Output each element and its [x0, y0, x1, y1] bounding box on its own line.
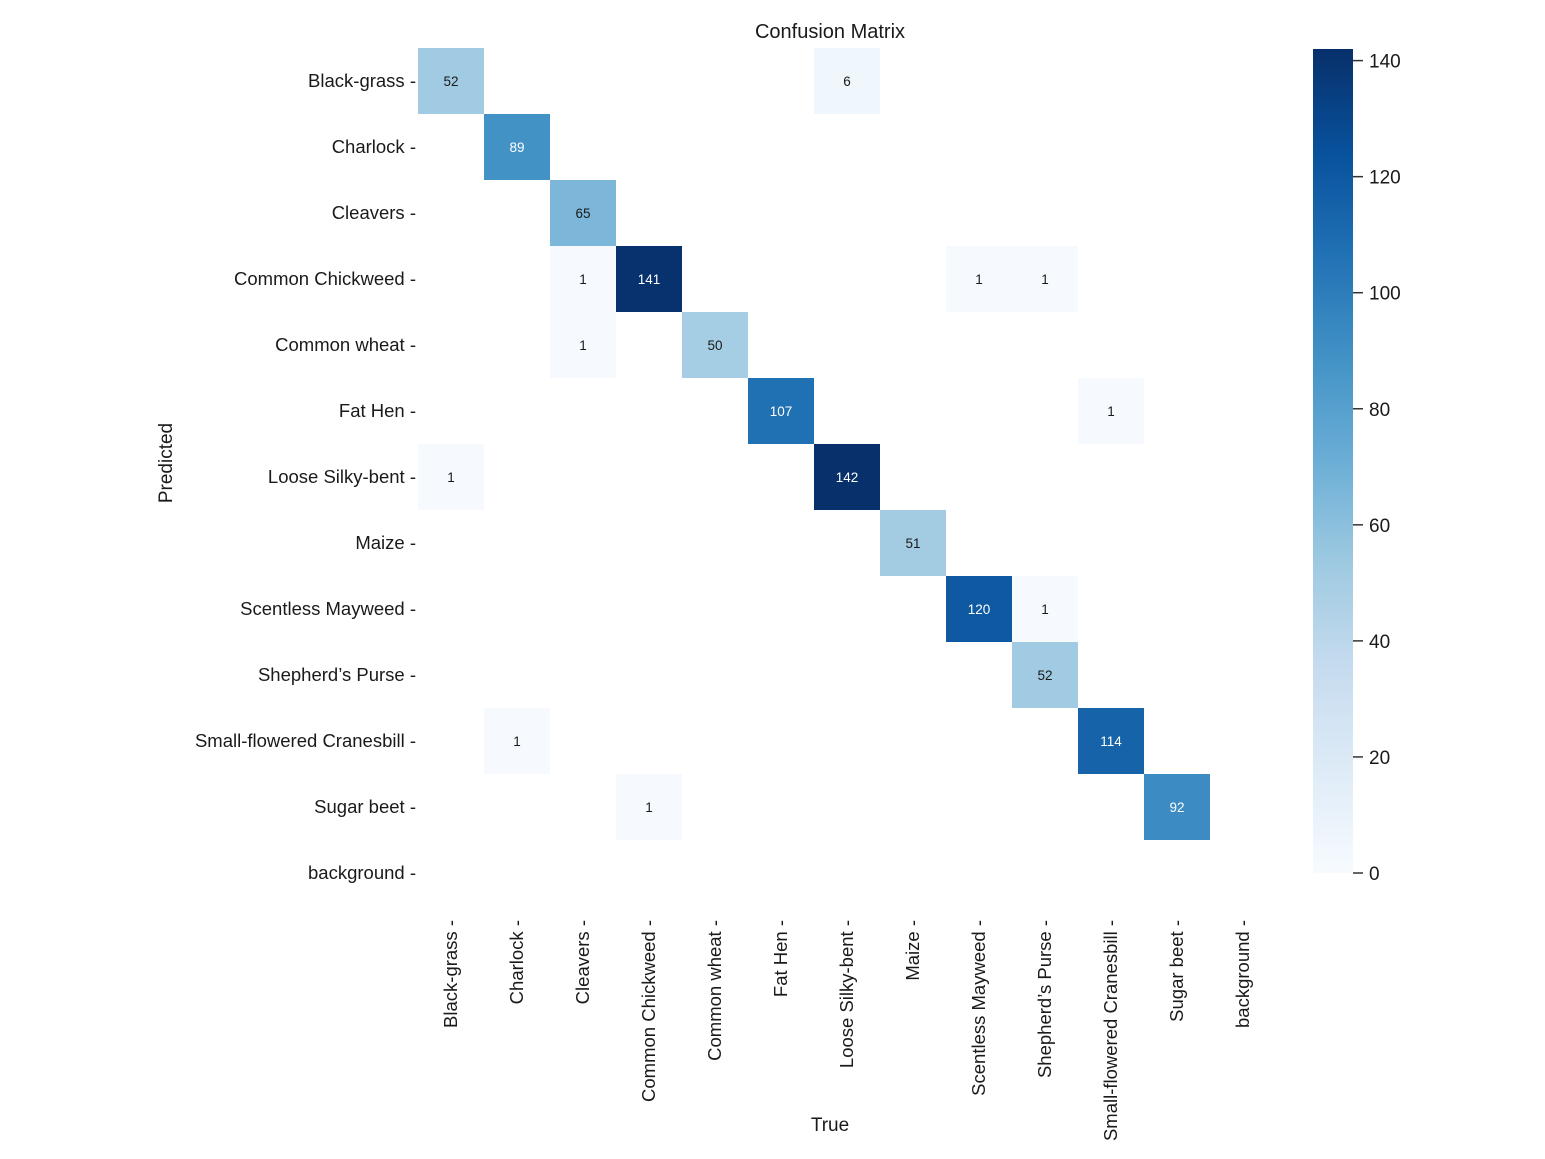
- heatmap-cell: [1012, 576, 1078, 642]
- y-tick-label: Common wheat -: [275, 334, 416, 355]
- y-axis-ticks: Black-grass - Charlock - Cleavers - Common …: [195, 70, 416, 883]
- y-tick-label: Charlock -: [332, 136, 416, 157]
- cell-value-label: 1: [975, 272, 983, 287]
- cell-value-label: 6: [843, 74, 851, 89]
- cell-value-label: 1: [1107, 404, 1115, 419]
- y-tick-label: Sugar beet -: [314, 796, 416, 817]
- y-tick-label: background -: [308, 862, 416, 883]
- heatmap-cell: [550, 312, 616, 378]
- cell-value-label: 89: [509, 140, 524, 155]
- colorbar-tick-label: 20: [1369, 748, 1390, 769]
- colorbar-tick-label: 80: [1369, 400, 1390, 421]
- cell-value-label: 1: [1041, 602, 1049, 617]
- heatmap-cell: [418, 48, 484, 114]
- cell-value-label: 52: [1037, 668, 1052, 683]
- cell-value-label: 52: [443, 74, 458, 89]
- y-axis-title: Predicted: [156, 423, 177, 503]
- cell-value-label: 1: [645, 800, 653, 815]
- heatmap-cell: [814, 48, 880, 114]
- colorbar-tick-label: 100: [1369, 284, 1401, 305]
- colorbar-tick-label: 120: [1369, 168, 1401, 189]
- x-tick-label: Loose Silky-bent -: [836, 920, 857, 1068]
- heatmap-cell: [484, 114, 550, 180]
- heatmap-cell: [814, 444, 880, 510]
- heatmap-cell: [1012, 642, 1078, 708]
- heatmap-cell: [418, 444, 484, 510]
- y-tick-label: Shepherd’s Purse -: [258, 664, 416, 685]
- heatmap-cell: [616, 246, 682, 312]
- cell-value-label: 92: [1169, 800, 1184, 815]
- cell-value-label: 142: [836, 470, 859, 485]
- x-tick-label: Cleavers -: [572, 920, 593, 1004]
- cell-value-label: 1: [513, 734, 521, 749]
- x-tick-label: Common wheat -: [704, 920, 725, 1061]
- heatmap-cell: [748, 378, 814, 444]
- y-tick-label: Black-grass -: [308, 70, 416, 91]
- x-tick-label: Common Chickweed -: [638, 920, 659, 1102]
- y-tick-label: Common Chickweed -: [234, 268, 416, 289]
- cell-value-label: 107: [770, 404, 793, 419]
- heatmap-cell: [946, 246, 1012, 312]
- colorbar-tick-label: 0: [1369, 864, 1380, 885]
- cell-value-label: 1: [579, 338, 587, 353]
- x-tick-label: Small-flowered Cranesbill -: [1100, 920, 1121, 1141]
- y-tick-label: Fat Hen -: [339, 400, 416, 421]
- heatmap-cell: [1078, 378, 1144, 444]
- x-tick-label: background -: [1232, 920, 1253, 1028]
- heatmap-cell: [550, 246, 616, 312]
- cell-value-label: 65: [575, 206, 590, 221]
- heatmap-cell: [682, 312, 748, 378]
- heatmap-cell: [616, 774, 682, 840]
- heatmap-cell: [1078, 708, 1144, 774]
- x-axis-ticks: Black-grass - Charlock - Cleavers - Common …: [440, 920, 1253, 1141]
- cell-value-label: 50: [707, 338, 722, 353]
- y-tick-label: Scentless Mayweed -: [240, 598, 416, 619]
- heatmap-cell: [550, 180, 616, 246]
- cell-value-label: 114: [1100, 734, 1122, 749]
- heatmap-cell: [880, 510, 946, 576]
- y-tick-label: Loose Silky-bent -: [268, 466, 416, 487]
- colorbar-tick-label: 140: [1369, 52, 1401, 73]
- cell-value-label: 1: [1041, 272, 1049, 287]
- colorbar: 0 20 40 60 80 100 120 140: [1313, 49, 1401, 885]
- heatmap-cell: [484, 708, 550, 774]
- heatmap-cells: [418, 48, 1210, 840]
- cell-value-label: 141: [638, 272, 661, 287]
- x-tick-label: Shepherd’s Purse -: [1034, 920, 1055, 1078]
- heatmap-cell: [1012, 246, 1078, 312]
- colorbar-tick-label: 60: [1369, 516, 1390, 537]
- heatmap-cell: [1144, 774, 1210, 840]
- cell-value-label: 120: [968, 602, 991, 617]
- heatmap-cell: [946, 576, 1012, 642]
- cell-value-label: 1: [579, 272, 587, 287]
- x-tick-label: Sugar beet -: [1166, 920, 1187, 1022]
- x-tick-label: Black-grass -: [440, 920, 461, 1028]
- cell-value-label: 1: [447, 470, 455, 485]
- x-tick-label: Maize -: [902, 920, 923, 981]
- x-axis-title: True: [811, 1115, 849, 1136]
- y-tick-label: Cleavers -: [332, 202, 416, 223]
- x-tick-label: Scentless Mayweed -: [968, 920, 989, 1096]
- colorbar-gradient: [1313, 49, 1353, 873]
- y-tick-label: Maize -: [355, 532, 416, 553]
- chart-title: Confusion Matrix: [755, 21, 905, 43]
- colorbar-tick-label: 40: [1369, 632, 1390, 653]
- x-tick-label: Charlock -: [506, 920, 527, 1004]
- x-tick-label: Fat Hen -: [770, 920, 791, 997]
- y-tick-label: Small-flowered Cranesbill -: [195, 730, 416, 751]
- cell-value-label: 51: [905, 536, 920, 551]
